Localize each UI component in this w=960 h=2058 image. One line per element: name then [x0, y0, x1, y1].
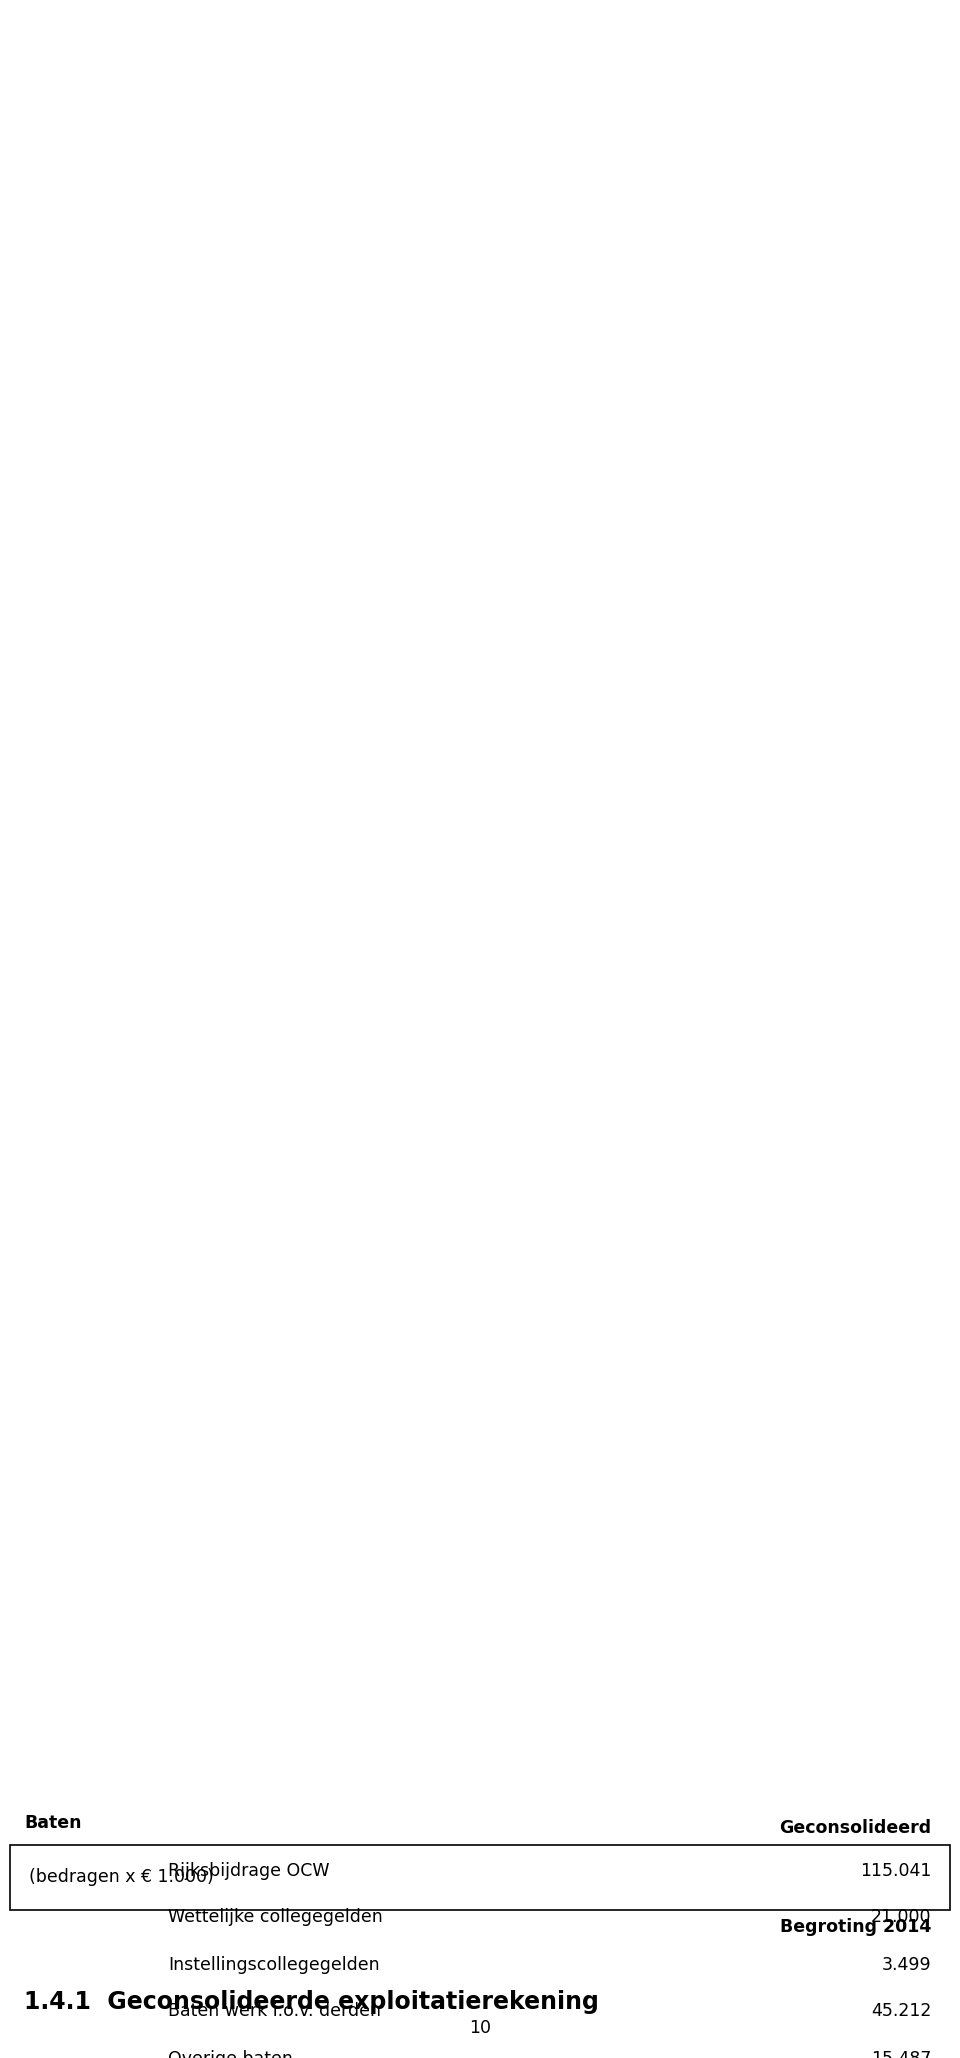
Bar — [10, 1846, 950, 1910]
Text: Rijksbijdrage OCW: Rijksbijdrage OCW — [168, 1862, 329, 1879]
Text: Instellingscollegegelden: Instellingscollegegelden — [168, 1955, 379, 1974]
Text: 15.487: 15.487 — [871, 2050, 931, 2058]
Text: 45.212: 45.212 — [871, 2002, 931, 2021]
Text: 1.4.1  Geconsolideerde exploitatierekening: 1.4.1 Geconsolideerde exploitatierekenin… — [24, 1990, 599, 2015]
Text: Begroting 2014: Begroting 2014 — [780, 1918, 931, 1937]
Text: Baten werk i.o.v. derden: Baten werk i.o.v. derden — [168, 2002, 381, 2021]
Text: 3.499: 3.499 — [881, 1955, 931, 1974]
Text: 21.000: 21.000 — [871, 1908, 931, 1926]
Text: 10: 10 — [469, 2019, 491, 2037]
Text: (bedragen x € 1.000): (bedragen x € 1.000) — [29, 1869, 214, 1887]
Text: Wettelijke collegegelden: Wettelijke collegegelden — [168, 1908, 383, 1926]
Text: Baten: Baten — [24, 1815, 82, 1832]
Text: 115.041: 115.041 — [860, 1862, 931, 1879]
Text: Overige baten: Overige baten — [168, 2050, 293, 2058]
Text: Geconsolideerd: Geconsolideerd — [780, 1819, 931, 1838]
